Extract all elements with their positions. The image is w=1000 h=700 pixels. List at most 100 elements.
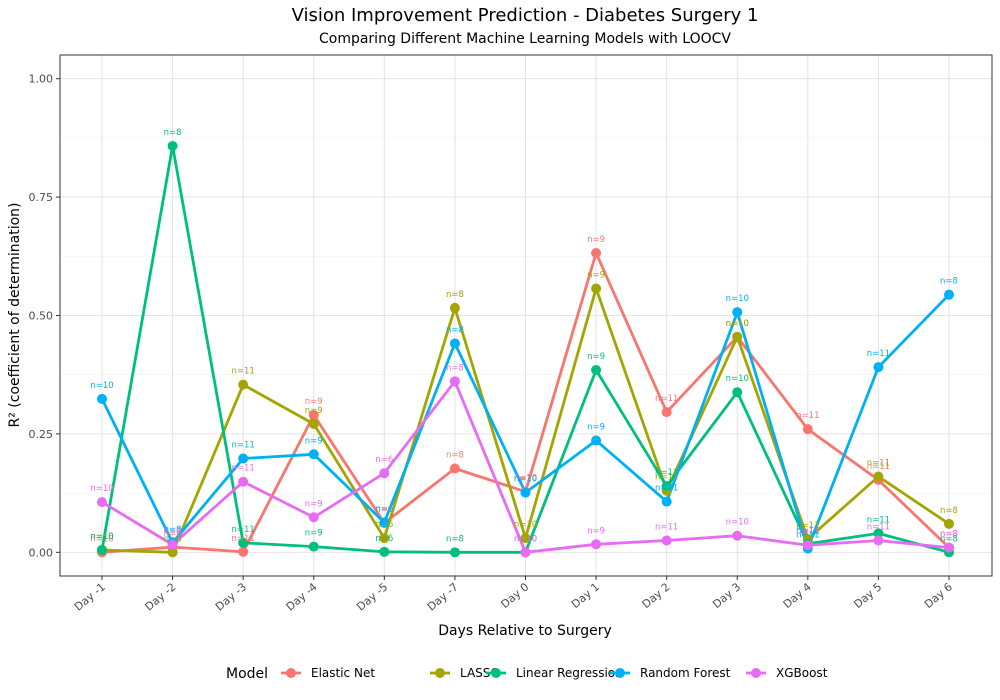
data-point [591,539,602,550]
data-label: n=10 [90,534,113,544]
data-point [732,530,743,541]
legend-key-point [491,668,501,678]
data-label: n=9 [305,499,323,509]
data-point [802,424,813,435]
data-label: n=6 [375,455,393,465]
data-point [591,435,602,446]
data-point [661,407,672,418]
data-point [732,307,743,318]
data-point [873,471,884,482]
data-label: n=11 [867,459,890,469]
data-label: n=8 [164,534,182,544]
data-point [379,517,390,528]
data-label: n=10 [726,319,749,329]
data-label: n=9 [587,423,605,433]
data-label: n=10 [514,534,537,544]
data-label: n=8 [940,277,958,287]
data-point [97,544,107,555]
data-point [449,302,460,313]
data-label: n=9 [305,529,323,539]
data-point [308,409,319,420]
data-label: n=11 [867,349,890,359]
data-label: n=6 [375,504,393,514]
data-label: n=9 [305,436,323,446]
data-point [308,449,319,460]
data-point [661,535,672,546]
data-label: n=10 [90,532,113,542]
data-label: n=6 [375,534,393,544]
legend-key-point [286,668,296,678]
data-point [308,512,319,523]
data-point [238,453,249,464]
data-point [379,468,390,479]
data-label: n=9 [587,526,605,536]
data-point [238,537,249,548]
data-label: n=10 [90,381,113,391]
legend-label: Linear Regression [516,666,623,680]
y-axis-title: R² (coefficient of determination) [7,203,23,428]
data-point [238,476,249,487]
data-label: n=10 [726,518,749,528]
data-label: n=8 [940,530,958,540]
data-label: n=11 [655,473,678,483]
data-label: n=11 [796,521,819,531]
data-point [238,379,249,390]
data-point [97,393,107,404]
data-label: n=8 [446,534,464,544]
data-label: n=11 [232,464,255,474]
data-point [873,528,884,539]
legend-label: XGBoost [776,666,828,680]
data-point [238,546,249,557]
data-label: n=9 [587,271,605,281]
data-label: n=9 [305,397,323,407]
data-point [520,487,531,498]
data-point [167,539,178,550]
data-point [732,331,743,342]
data-point [802,540,813,551]
data-point [944,289,954,300]
data-label: n=11 [232,367,255,377]
data-label: n=11 [655,394,678,404]
data-point [591,364,602,375]
data-point [873,362,884,373]
y-tick-label: 0.25 [29,428,54,441]
data-point [591,247,602,258]
data-point [167,140,178,151]
data-point [520,547,531,558]
data-point [308,541,319,552]
data-label: n=10 [726,319,749,329]
data-label: n=9 [587,235,605,245]
x-axis-title: Days Relative to Surgery [438,623,612,639]
x-tick-label: Day -7 [425,580,461,613]
data-label: n=8 [164,525,182,535]
chart-subtitle: Comparing Different Machine Learning Mod… [319,31,731,47]
legend-title: Model [226,666,268,682]
data-point [167,547,178,558]
x-tick-label: Day 5 [851,580,884,611]
data-label: n=10 [90,532,113,542]
data-label: n=10 [514,520,537,530]
y-tick-label: 0.75 [29,191,54,204]
data-point [732,387,743,398]
data-label: n=10 [514,475,537,485]
data-label: n=8 [446,325,464,335]
legend-key-point [435,668,445,678]
data-label: n=8 [164,527,182,537]
x-tick-label: Day 0 [498,580,531,611]
x-tick-label: Day -5 [354,580,390,613]
data-label: n=11 [796,526,819,536]
data-label: n=11 [867,462,890,472]
data-label: n=9 [305,406,323,416]
data-point [308,418,319,429]
data-point [97,497,107,508]
legend-key-point [751,668,761,678]
data-point [449,463,460,474]
data-point [944,518,954,529]
data-label: n=8 [446,363,464,373]
data-point [661,481,672,492]
data-label: n=11 [655,522,678,532]
data-label: n=8 [164,529,182,539]
data-label: n=11 [867,515,890,525]
x-tick-label: Day 6 [922,580,955,611]
data-label: n=6 [375,505,393,515]
